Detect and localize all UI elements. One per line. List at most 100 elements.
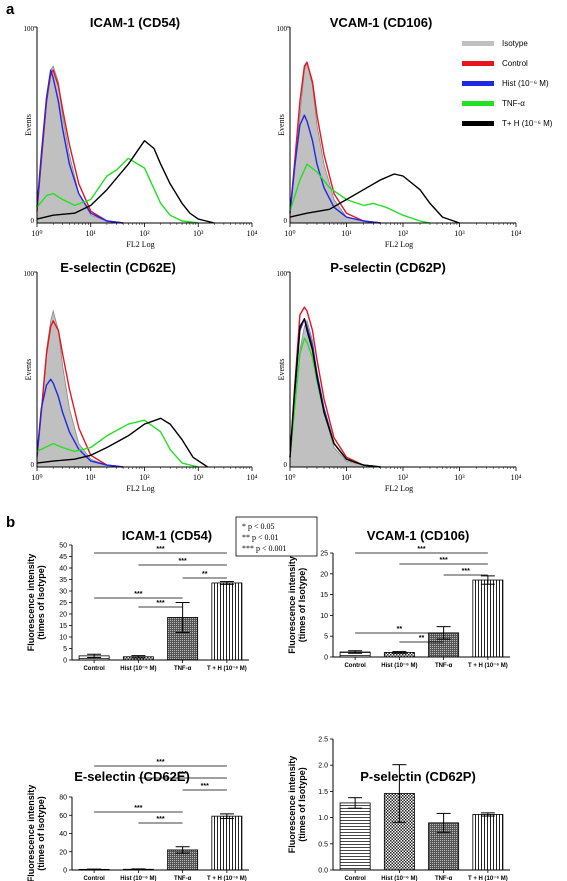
x-axis-label: FL2 Log: [126, 484, 154, 493]
y-tick-label: 50: [59, 543, 67, 550]
x-tick-label: TNF-α: [435, 876, 453, 881]
significance-label: ***: [156, 600, 164, 607]
y-tick-label: 100: [24, 25, 35, 33]
y-tick-label: 0: [31, 217, 35, 225]
x-tick-label: 10⁴: [511, 473, 522, 482]
legend-entry: Isotype: [462, 39, 528, 48]
x-tick-label: 10²: [398, 473, 409, 482]
legend-swatch: [462, 81, 494, 86]
significance-key: * p < 0.05 ** p < 0.01 *** p < 0.001: [235, 516, 318, 557]
y-tick-label: 25: [320, 551, 328, 558]
histogram-title: ICAM-1 (CD54): [90, 15, 180, 30]
significance-label: **: [202, 571, 208, 578]
bar: [472, 579, 504, 658]
x-tick-label: T + H (10⁻⁶ M): [207, 666, 247, 672]
histogram-series-line: [289, 173, 460, 224]
y-axis-label: (times of Isotype): [36, 565, 46, 640]
y-tick-label: 2.5: [318, 737, 328, 744]
panel-label-b: b: [6, 514, 15, 531]
x-tick-label: 10¹: [86, 229, 97, 238]
x-tick-label: TNF-α: [174, 876, 192, 881]
x-tick-label: Hist (10⁻⁶ M): [120, 876, 156, 881]
histogram-title: VCAM-1 (CD106): [330, 15, 433, 30]
histogram-series-isotype: [36, 65, 124, 224]
x-axis-label: FL2 Log: [126, 240, 154, 249]
x-tick-label: Hist (10⁻⁶ M): [381, 663, 417, 669]
x-tick-label: 10³: [454, 229, 465, 238]
legend: Isotype Control Hist (10⁻⁶ M) TNF-α T+ H (10…: [462, 39, 553, 128]
legend-entry: TNF-α: [462, 99, 525, 108]
bar: [339, 802, 371, 871]
panel-label-a: a: [6, 1, 15, 18]
significance-label: ***: [462, 568, 470, 575]
y-tick-label: 15: [59, 623, 67, 630]
histogram-3: E-selectin (CD62E) 100 0 10⁰ 10¹ 10² 10³ 10⁴ FL2…: [24, 260, 258, 493]
histogram-series-line: [289, 163, 431, 224]
y-tick-label: 2.0: [318, 763, 328, 770]
x-tick-label: TNF-α: [174, 666, 192, 672]
significance-label: **: [419, 635, 425, 642]
legend-entry: T+ H (10⁻⁶ M): [462, 119, 553, 128]
histogram-series-line: [289, 61, 381, 224]
significance-label: **: [397, 626, 403, 633]
bar-chart-title: E-selectin (CD62E): [74, 769, 190, 784]
histogram-4: P-selectin (CD62P) 100 0 10⁰ 10¹ 10² 10³ 10⁴ FL2…: [277, 260, 522, 493]
y-tick-label: 10: [320, 613, 328, 620]
x-tick-label: 10²: [139, 473, 150, 482]
x-axis-label: FL2 Log: [385, 240, 413, 249]
legend-label: Hist (10⁻⁶ M): [502, 79, 549, 88]
x-tick-label: 10⁰: [284, 473, 295, 482]
x-tick-label: Control: [83, 876, 105, 881]
y-tick-label: 35: [59, 577, 67, 584]
x-tick-label: 10³: [193, 229, 204, 238]
x-tick-label: 10¹: [86, 473, 97, 482]
x-tick-label: 10⁴: [247, 229, 258, 238]
y-tick-label: 40: [59, 566, 67, 573]
histogram-series-line: [36, 69, 124, 224]
legend-entry: Control: [462, 59, 528, 68]
bar: [472, 814, 504, 871]
histogram-series-line: [36, 419, 199, 468]
significance-label: ***: [156, 759, 164, 766]
y-tick-label: 40: [59, 831, 67, 838]
y-tick-label: 0: [63, 658, 67, 665]
histogram-title: E-selectin (CD62E): [60, 260, 176, 275]
y-axis-label: Fluorescence intensity: [287, 556, 297, 654]
y-tick-label: 45: [59, 554, 67, 561]
y-tick-label: 10: [59, 635, 67, 642]
y-tick-label: 30: [59, 589, 67, 596]
y-axis-label: Fluorescence intensity: [287, 756, 297, 854]
x-tick-label: Control: [344, 663, 366, 669]
legend-entry: Hist (10⁻⁶ M): [462, 79, 549, 88]
histogram-1: ICAM-1 (CD54) 100 0 10⁰ 10¹ 10² 10³ 10⁴ FL2 Log E…: [24, 15, 258, 249]
y-tick-label: 1.0: [318, 815, 328, 822]
y-tick-label: 0: [284, 461, 288, 469]
significance-label: ***: [179, 771, 187, 778]
significance-key-item: *** p < 0.001: [242, 544, 287, 553]
x-tick-label: 10²: [139, 229, 150, 238]
x-tick-label: 10³: [454, 473, 465, 482]
x-tick-label: 10⁴: [511, 229, 522, 238]
legend-label: T+ H (10⁻⁶ M): [502, 119, 553, 128]
significance-label: ***: [417, 546, 425, 553]
y-axis-label: Events: [277, 114, 286, 136]
y-tick-label: 1.5: [318, 789, 328, 796]
x-tick-label: Control: [83, 666, 105, 672]
y-axis-label: Events: [24, 359, 33, 381]
y-tick-label: 5: [324, 634, 328, 641]
significance-key-item: ** p < 0.01: [242, 533, 279, 542]
x-tick-label: 10³: [193, 473, 204, 482]
flow-histograms: ICAM-1 (CD54) 100 0 10⁰ 10¹ 10² 10³ 10⁴ FL2 Log E…: [24, 15, 522, 493]
x-axis-label: FL2 Log: [385, 484, 413, 493]
significance-label: ***: [156, 816, 164, 823]
y-axis-label: Fluorescence intensity: [26, 785, 36, 881]
histogram-series-line: [289, 306, 381, 468]
y-tick-label: 100: [24, 270, 35, 278]
legend-swatch: [462, 101, 494, 106]
x-tick-label: 10²: [398, 229, 409, 238]
histogram-series-line: [289, 318, 381, 468]
x-tick-label: 10⁰: [31, 229, 42, 238]
x-tick-label: 10¹: [341, 473, 352, 482]
x-tick-label: 10⁰: [284, 229, 295, 238]
